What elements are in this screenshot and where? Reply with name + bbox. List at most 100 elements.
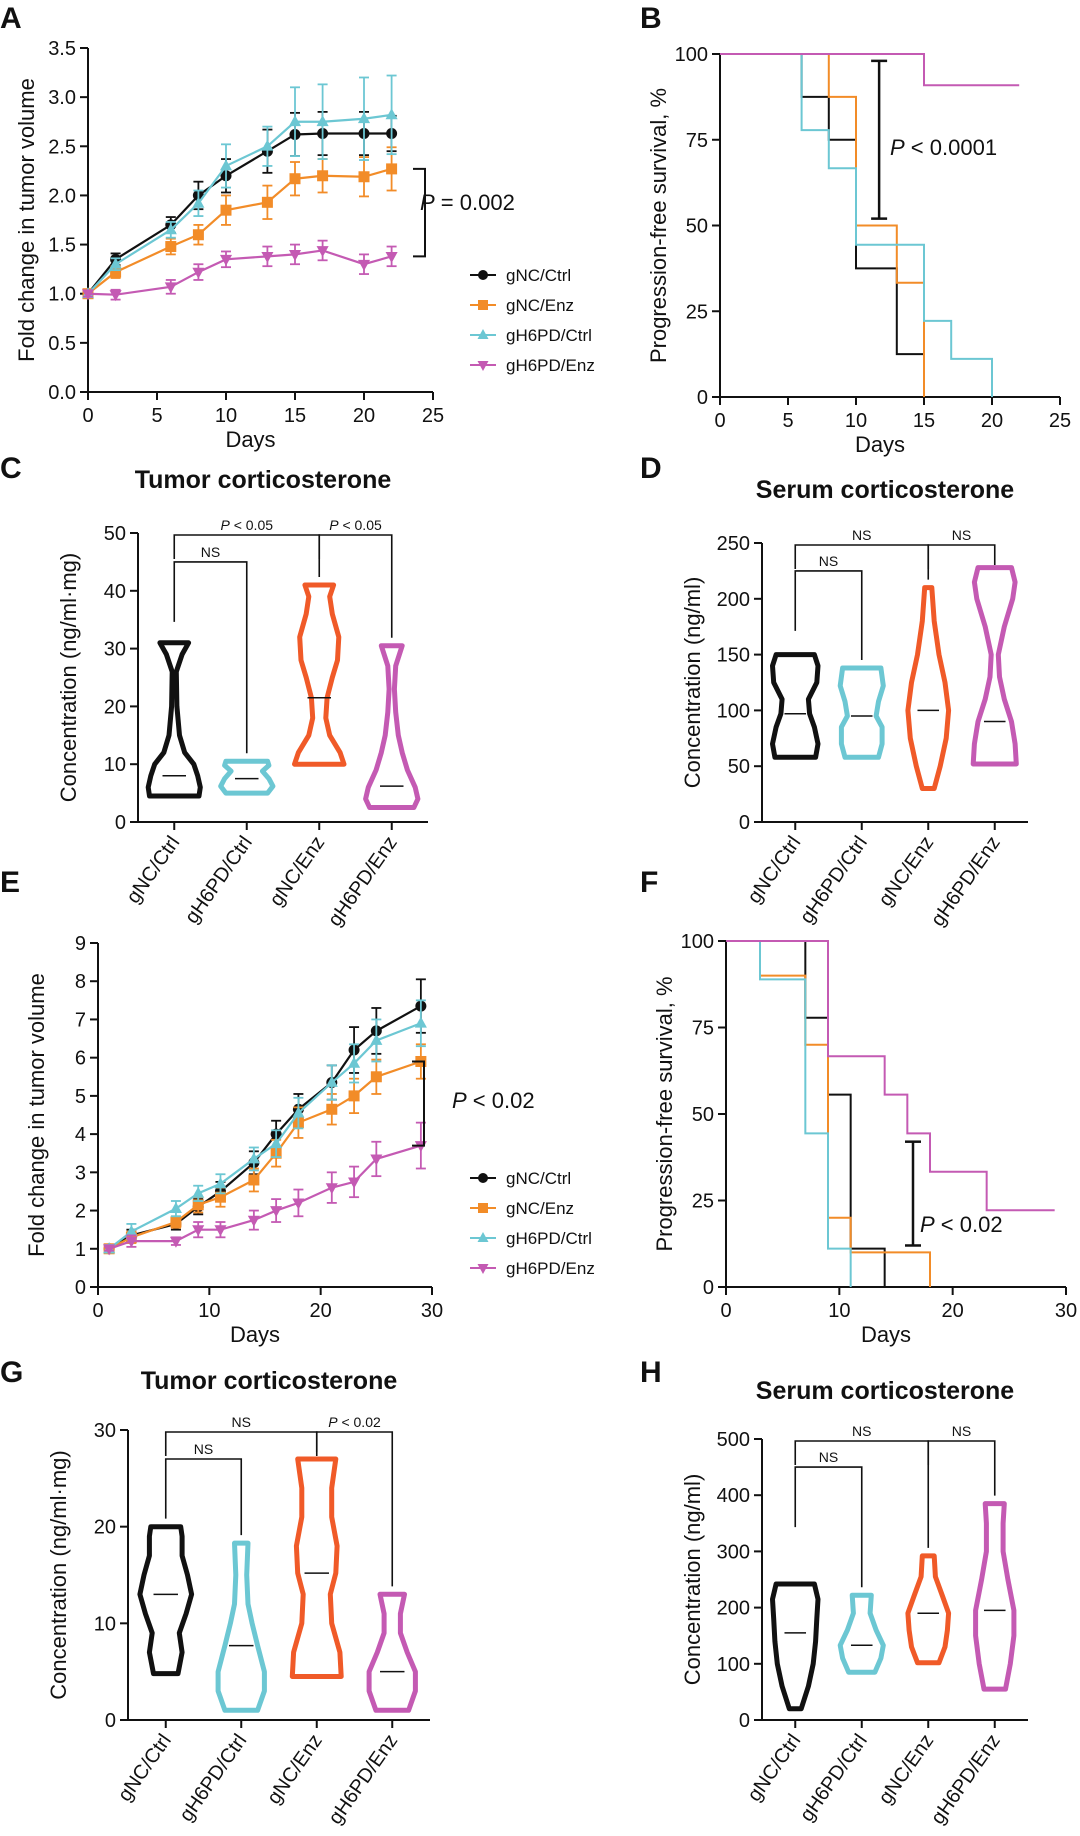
y-tick-label: 100	[717, 1654, 750, 1676]
marker-triangle-up	[214, 1177, 227, 1189]
p-value-text: < 0.02	[467, 1088, 535, 1113]
violin-shape	[145, 640, 203, 799]
survival-curve-gh6pd-enz	[726, 940, 1055, 1212]
panel-D: D 0 50 100 150 200 250 Concentration (ng/ml) gNC…	[640, 452, 1028, 930]
marker-square	[261, 196, 273, 208]
comparison-label: NS	[232, 1414, 251, 1430]
y-tick-label: 50	[728, 756, 750, 778]
series-gh6pd-ctrl	[81, 74, 398, 299]
y-axis-label: Concentration (ng/ml·mg)	[56, 553, 81, 802]
marker-triangle-up	[357, 112, 371, 124]
legend-label: gNC/Enz	[506, 1199, 574, 1218]
x-tick-label: 30	[1055, 1300, 1077, 1322]
y-tick-label: 5	[75, 1086, 86, 1108]
violin-gh6pd-ctrl	[837, 665, 886, 760]
y-tick-label: 20	[104, 696, 126, 718]
significance-bracket	[905, 1140, 921, 1247]
panel-label: F	[640, 866, 658, 899]
marker-triangle-up	[325, 1075, 338, 1087]
panel-label: D	[640, 452, 662, 485]
marker-triangle-down	[348, 1177, 361, 1189]
y-tick-label: 200	[717, 589, 750, 611]
p-symbol: P	[328, 1414, 338, 1430]
x-tick-label: 0	[92, 1300, 103, 1322]
chart-title: Serum corticosterone	[756, 476, 1015, 504]
comparison-label: P < 0.02	[328, 1414, 381, 1430]
marker-triangle-up	[414, 1016, 427, 1028]
y-tick-label: 1.0	[48, 284, 76, 306]
legend-label: gH6PD/Enz	[506, 356, 595, 375]
x-tick-label: 5	[782, 410, 793, 432]
marker-triangle-up	[261, 139, 274, 151]
comparison-brackets: NS NS NS	[794, 1423, 996, 1588]
violin-shape	[215, 1540, 267, 1713]
legend-label: gNC/Ctrl	[506, 266, 571, 285]
x-axis-label: Days	[855, 432, 905, 457]
y-tick-label: 30	[104, 639, 126, 661]
x-tick-label: gNC/Enz	[263, 1730, 327, 1808]
x-axis-label: Days	[230, 1322, 280, 1347]
survival-step-line	[726, 940, 1055, 1212]
comparison-bracket	[164, 1431, 318, 1456]
violin-shape	[970, 565, 1019, 767]
x-tick-label: gNC/Enz	[265, 832, 329, 910]
marker-triangle-up	[247, 1152, 260, 1164]
y-tick-label: 100	[681, 931, 714, 953]
violin-shape	[366, 1591, 418, 1713]
legend: gNC/Ctrl gNC/Enz gH6PD/Ctrl gH6PD/Enz	[470, 1169, 595, 1278]
comparison-brackets: NS NS P < 0.02	[164, 1414, 394, 1587]
y-tick-label: 40	[104, 581, 126, 603]
comparison-label: NS	[194, 1441, 213, 1457]
marker-triangle-down	[247, 1215, 260, 1227]
marker-triangle-down	[169, 1236, 182, 1248]
marker-triangle-up	[192, 1186, 205, 1198]
marker-square	[289, 173, 301, 185]
y-tick-label: 0	[697, 387, 708, 409]
y-axis-label: Fold change in tumor volume	[14, 78, 39, 362]
violin-gnc-ctrl	[770, 1581, 821, 1712]
x-tick-label: gH6PD/Ctrl	[181, 832, 257, 927]
y-tick-label: 6	[75, 1048, 86, 1070]
y-tick-label: 4	[75, 1124, 86, 1146]
y-tick-label: 200	[717, 1598, 750, 1620]
y-tick-label: 50	[104, 523, 126, 545]
series-line	[87, 113, 392, 295]
x-tick-label: 25	[1049, 410, 1071, 432]
panel-E: E 0 1 2 3 4 5 6 7 8 9 Fold change in tumor volume 0 1…	[0, 866, 595, 1347]
x-tick-label: 10	[215, 405, 237, 427]
violin-gnc-ctrl	[770, 652, 821, 760]
y-axis-label: Progression-free survival, %	[652, 976, 677, 1251]
comparison-brackets: NSP < 0.05 P < 0.05	[173, 517, 393, 754]
panel-F: F 0 25 50 75 100 Progression-free survival, % 0…	[640, 866, 1077, 1347]
y-tick-label: 3.0	[48, 87, 76, 109]
x-tick-label: 15	[913, 410, 935, 432]
panel-C: C 0 10 20 30 40 50 Concentration (ng/ml·mg) gNC/…	[0, 452, 428, 930]
marker-triangle-down	[192, 267, 205, 279]
x-tick-label: gNC/Enz	[874, 832, 938, 910]
survival-curve-gnc-enz	[759, 941, 931, 1287]
marker-triangle-up	[316, 115, 329, 127]
x-tick-label: 20	[942, 1300, 964, 1322]
comparison-label: NS	[952, 1423, 971, 1439]
marker-square	[317, 170, 329, 182]
marker-triangle-up	[288, 115, 302, 127]
p-value-text: < 0.02	[338, 1414, 381, 1430]
y-axis-label: Concentration (ng/ml)	[680, 1474, 705, 1686]
violin-shape	[837, 1592, 886, 1675]
marker-triangle-down	[288, 250, 302, 261]
marker-triangle-down	[219, 254, 233, 266]
marker-triangle-down	[292, 1198, 305, 1210]
series-gh6pd-enz	[103, 1121, 427, 1256]
marker-triangle-up	[477, 329, 489, 339]
comparison-label: P < 0.05	[329, 517, 382, 533]
marker-square	[478, 1203, 488, 1213]
y-tick-label: 2.0	[48, 185, 76, 207]
comparison-bracket	[315, 1431, 394, 1587]
chart-title: Serum corticosterone	[756, 1377, 1015, 1405]
y-axis-label: Concentration (ng/ml)	[680, 577, 705, 789]
x-tick-label: gH6PD/Ctrl	[175, 1730, 251, 1825]
p-value-annotation: P < 0.02	[452, 1088, 535, 1113]
